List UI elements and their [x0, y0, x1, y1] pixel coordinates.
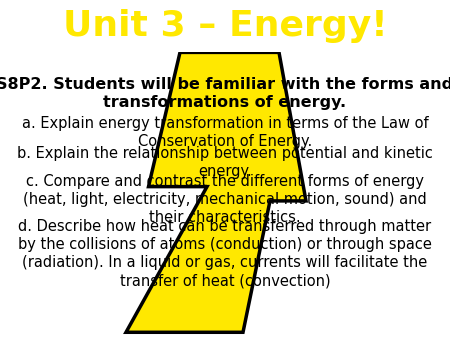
- Text: S8P2. Students will be familiar with the forms and
transformations of energy.: S8P2. Students will be familiar with the…: [0, 77, 450, 110]
- Text: a. Explain energy transformation in terms of the Law of
Conservation of Energy.: a. Explain energy transformation in term…: [22, 116, 428, 149]
- Text: b. Explain the relationship between potential and kinetic
energy.: b. Explain the relationship between pote…: [17, 146, 433, 179]
- Polygon shape: [126, 52, 306, 332]
- Text: d. Describe how heat can be transferred through matter
by the collisions of atom: d. Describe how heat can be transferred …: [18, 219, 432, 288]
- Text: Unit 3 – Energy!: Unit 3 – Energy!: [63, 9, 387, 43]
- Text: c. Compare and contrast the different forms of energy
(heat, light, electricity,: c. Compare and contrast the different fo…: [23, 174, 427, 225]
